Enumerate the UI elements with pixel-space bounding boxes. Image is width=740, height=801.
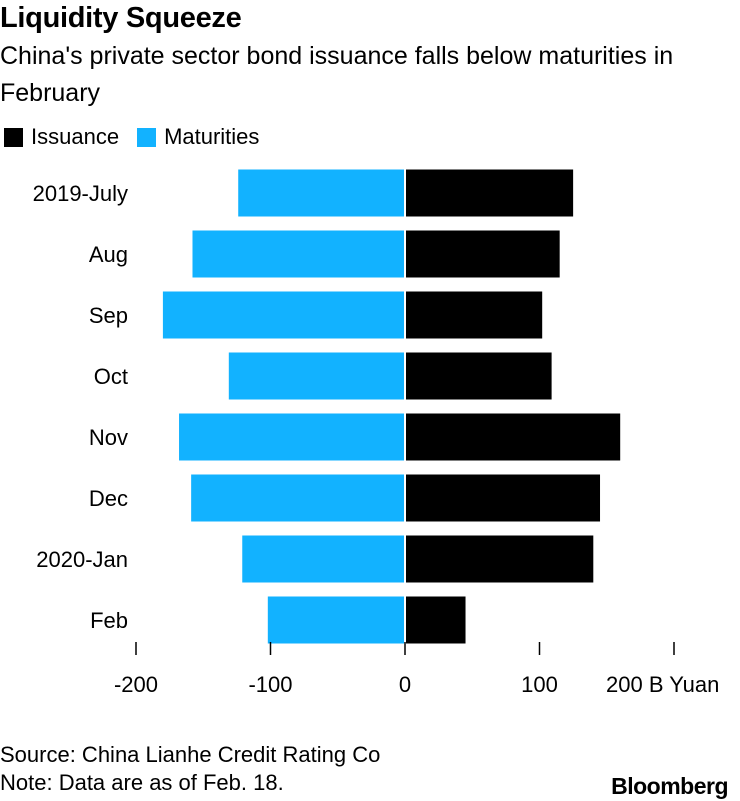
bloomberg-logo: Bloomberg — [611, 773, 728, 799]
legend-label-issuance: Issuance — [31, 124, 120, 149]
legend: Issuance Maturities — [4, 124, 277, 150]
bar-maturities-dec — [191, 474, 405, 522]
legend-item-issuance: Issuance — [4, 124, 119, 150]
bar-maturities-feb — [267, 596, 405, 644]
x-tick-label-2: 0 — [399, 672, 411, 697]
category-label-feb: Feb — [90, 608, 128, 633]
bar-issuance-2019-july — [405, 169, 574, 217]
data-note: Note: Data are as of Feb. 18. — [0, 770, 284, 795]
bar-maturities-sep — [162, 291, 405, 339]
legend-swatch-issuance — [4, 127, 23, 147]
bar-issuance-dec — [405, 474, 601, 522]
bar-issuance-nov — [405, 413, 621, 461]
legend-swatch-maturities — [137, 127, 157, 147]
category-label-dec: Dec — [89, 486, 128, 511]
bar-issuance-oct — [405, 352, 552, 400]
category-label-sep: Sep — [89, 303, 128, 328]
legend-item-maturities: Maturities — [137, 124, 259, 150]
bar-issuance-2020-jan — [405, 535, 594, 583]
category-label-nov: Nov — [89, 425, 128, 450]
bar-chart: 2019-July Aug Sep Oct Nov Dec 2020-Jan Feb -200 -… — [33, 160, 719, 697]
bar-maturities-nov — [179, 413, 405, 461]
x-tick-label-1: -100 — [248, 672, 292, 697]
category-label-2020-jan: 2020-Jan — [36, 547, 128, 572]
bar-issuance-aug — [405, 230, 560, 278]
legend-label-maturities: Maturities — [164, 124, 260, 149]
bar-issuance-sep — [405, 291, 543, 339]
category-label-2019-july: 2019-July — [33, 181, 128, 206]
chart-subtitle: China's private sector bond issuance fal… — [0, 42, 674, 107]
bar-maturities-2019-july — [238, 169, 405, 217]
category-label-aug: Aug — [89, 242, 128, 267]
category-label-oct: Oct — [94, 364, 128, 389]
x-tick-label-0: -200 — [114, 672, 158, 697]
x-tick-label-4: 200 B Yuan — [606, 672, 719, 697]
bar-maturities-aug — [192, 230, 405, 278]
chart-title: Liquidity Squeeze — [0, 2, 242, 34]
source-note: Source: China Lianhe Credit Rating Co — [0, 742, 381, 767]
x-tick-label-3: 100 — [521, 672, 558, 697]
bar-maturities-2020-jan — [242, 535, 405, 583]
bar-issuance-feb — [405, 596, 466, 644]
bar-maturities-oct — [228, 352, 405, 400]
